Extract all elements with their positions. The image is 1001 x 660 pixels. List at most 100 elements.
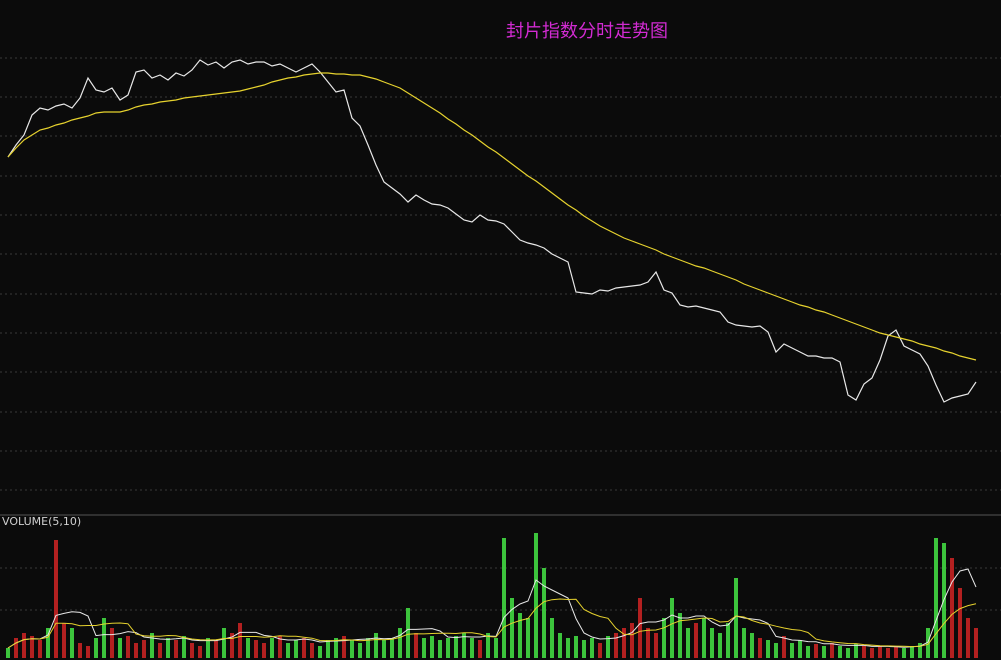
volume-bar (270, 638, 274, 658)
volume-bar (342, 636, 346, 658)
volume-bar (142, 640, 146, 658)
volume-bar (670, 598, 674, 658)
volume-label: VOLUME(5,10) (2, 515, 81, 528)
volume-bar (710, 628, 714, 658)
volume-bar (566, 638, 570, 658)
volume-bar (638, 598, 642, 658)
volume-bar (494, 638, 498, 658)
volume-ma-line (7, 568, 977, 649)
volume-bar (510, 598, 514, 658)
volume-bar (334, 638, 338, 658)
volume-bar (326, 640, 330, 658)
volume-bar (390, 638, 394, 658)
volume-bar (382, 640, 386, 658)
volume-bar (726, 623, 730, 658)
volume-bar (910, 646, 914, 658)
volume-bar (854, 644, 858, 658)
volume-bar (718, 633, 722, 658)
volume-bar (822, 646, 826, 658)
volume-bar (118, 638, 122, 658)
volume-bar (518, 613, 522, 658)
volume-bar (462, 633, 466, 658)
volume-bar (198, 646, 202, 658)
volume-bar (94, 638, 98, 658)
volume-bar (286, 643, 290, 658)
volume-bar (542, 568, 546, 658)
volume-bar (646, 628, 650, 658)
volume-bar (158, 643, 162, 658)
volume-bar (894, 646, 898, 658)
volume-bar (318, 646, 322, 658)
volume-bar (46, 628, 50, 658)
volume-bar (54, 540, 58, 658)
volume-bar (622, 628, 626, 658)
volume-bar (174, 640, 178, 658)
volume-bar (574, 636, 578, 658)
volume-bar (742, 628, 746, 658)
price-line (7, 72, 977, 361)
volume-bar (438, 640, 442, 658)
volume-bar (406, 608, 410, 658)
volume-bar (446, 638, 450, 658)
volume-bar (190, 643, 194, 658)
volume-bar (534, 533, 538, 658)
volume-bar (294, 640, 298, 658)
volume-bar (950, 558, 954, 658)
volume-bar (806, 646, 810, 658)
volume-bar (246, 638, 250, 658)
volume-bar (6, 648, 10, 658)
chart-title: 封片指数分时走势图 (506, 21, 668, 42)
volume-bar (790, 643, 794, 658)
volume-bar (454, 636, 458, 658)
volume-bar (78, 643, 82, 658)
volume-bar (278, 636, 282, 658)
volume-bar (558, 633, 562, 658)
volume-bar (614, 633, 618, 658)
volume-bar (166, 638, 170, 658)
volume-bar (30, 636, 34, 658)
volume-bar (14, 638, 18, 658)
volume-bar (206, 638, 210, 658)
volume-bar (302, 638, 306, 658)
volume-bar (214, 640, 218, 658)
volume-ma-line (7, 598, 977, 649)
volume-bar (102, 618, 106, 658)
volume-bar (902, 648, 906, 658)
volume-bar (526, 618, 530, 658)
volume-bar (238, 623, 242, 658)
volume-bar (702, 618, 706, 658)
volume-bar (230, 633, 234, 658)
volume-bar (862, 646, 866, 658)
volume-bar (134, 643, 138, 658)
volume-bar (598, 643, 602, 658)
volume-bar (502, 538, 506, 658)
volume-bar (126, 636, 130, 658)
volume-bar (886, 648, 890, 658)
volume-bar (846, 648, 850, 658)
volume-bar (350, 640, 354, 658)
volume-bar (590, 638, 594, 658)
volume-bar (606, 636, 610, 658)
volume-bar (358, 643, 362, 658)
volume-bar (582, 640, 586, 658)
volume-bar (422, 638, 426, 658)
volume-bar (182, 636, 186, 658)
volume-bar (662, 618, 666, 658)
volume-bar (310, 643, 314, 658)
volume-bar (430, 636, 434, 658)
volume-bar (870, 648, 874, 658)
volume-bar (974, 628, 978, 658)
volume-bar (62, 623, 66, 658)
volume-bar (22, 633, 26, 658)
volume-bar (414, 633, 418, 658)
volume-bar (750, 633, 754, 658)
volume-bar (838, 646, 842, 658)
volume-bar (918, 643, 922, 658)
volume-bar (110, 628, 114, 658)
volume-bar (782, 636, 786, 658)
volume-bar (398, 628, 402, 658)
volume-bar (766, 640, 770, 658)
volume-bar (926, 628, 930, 658)
volume-bar (958, 588, 962, 658)
